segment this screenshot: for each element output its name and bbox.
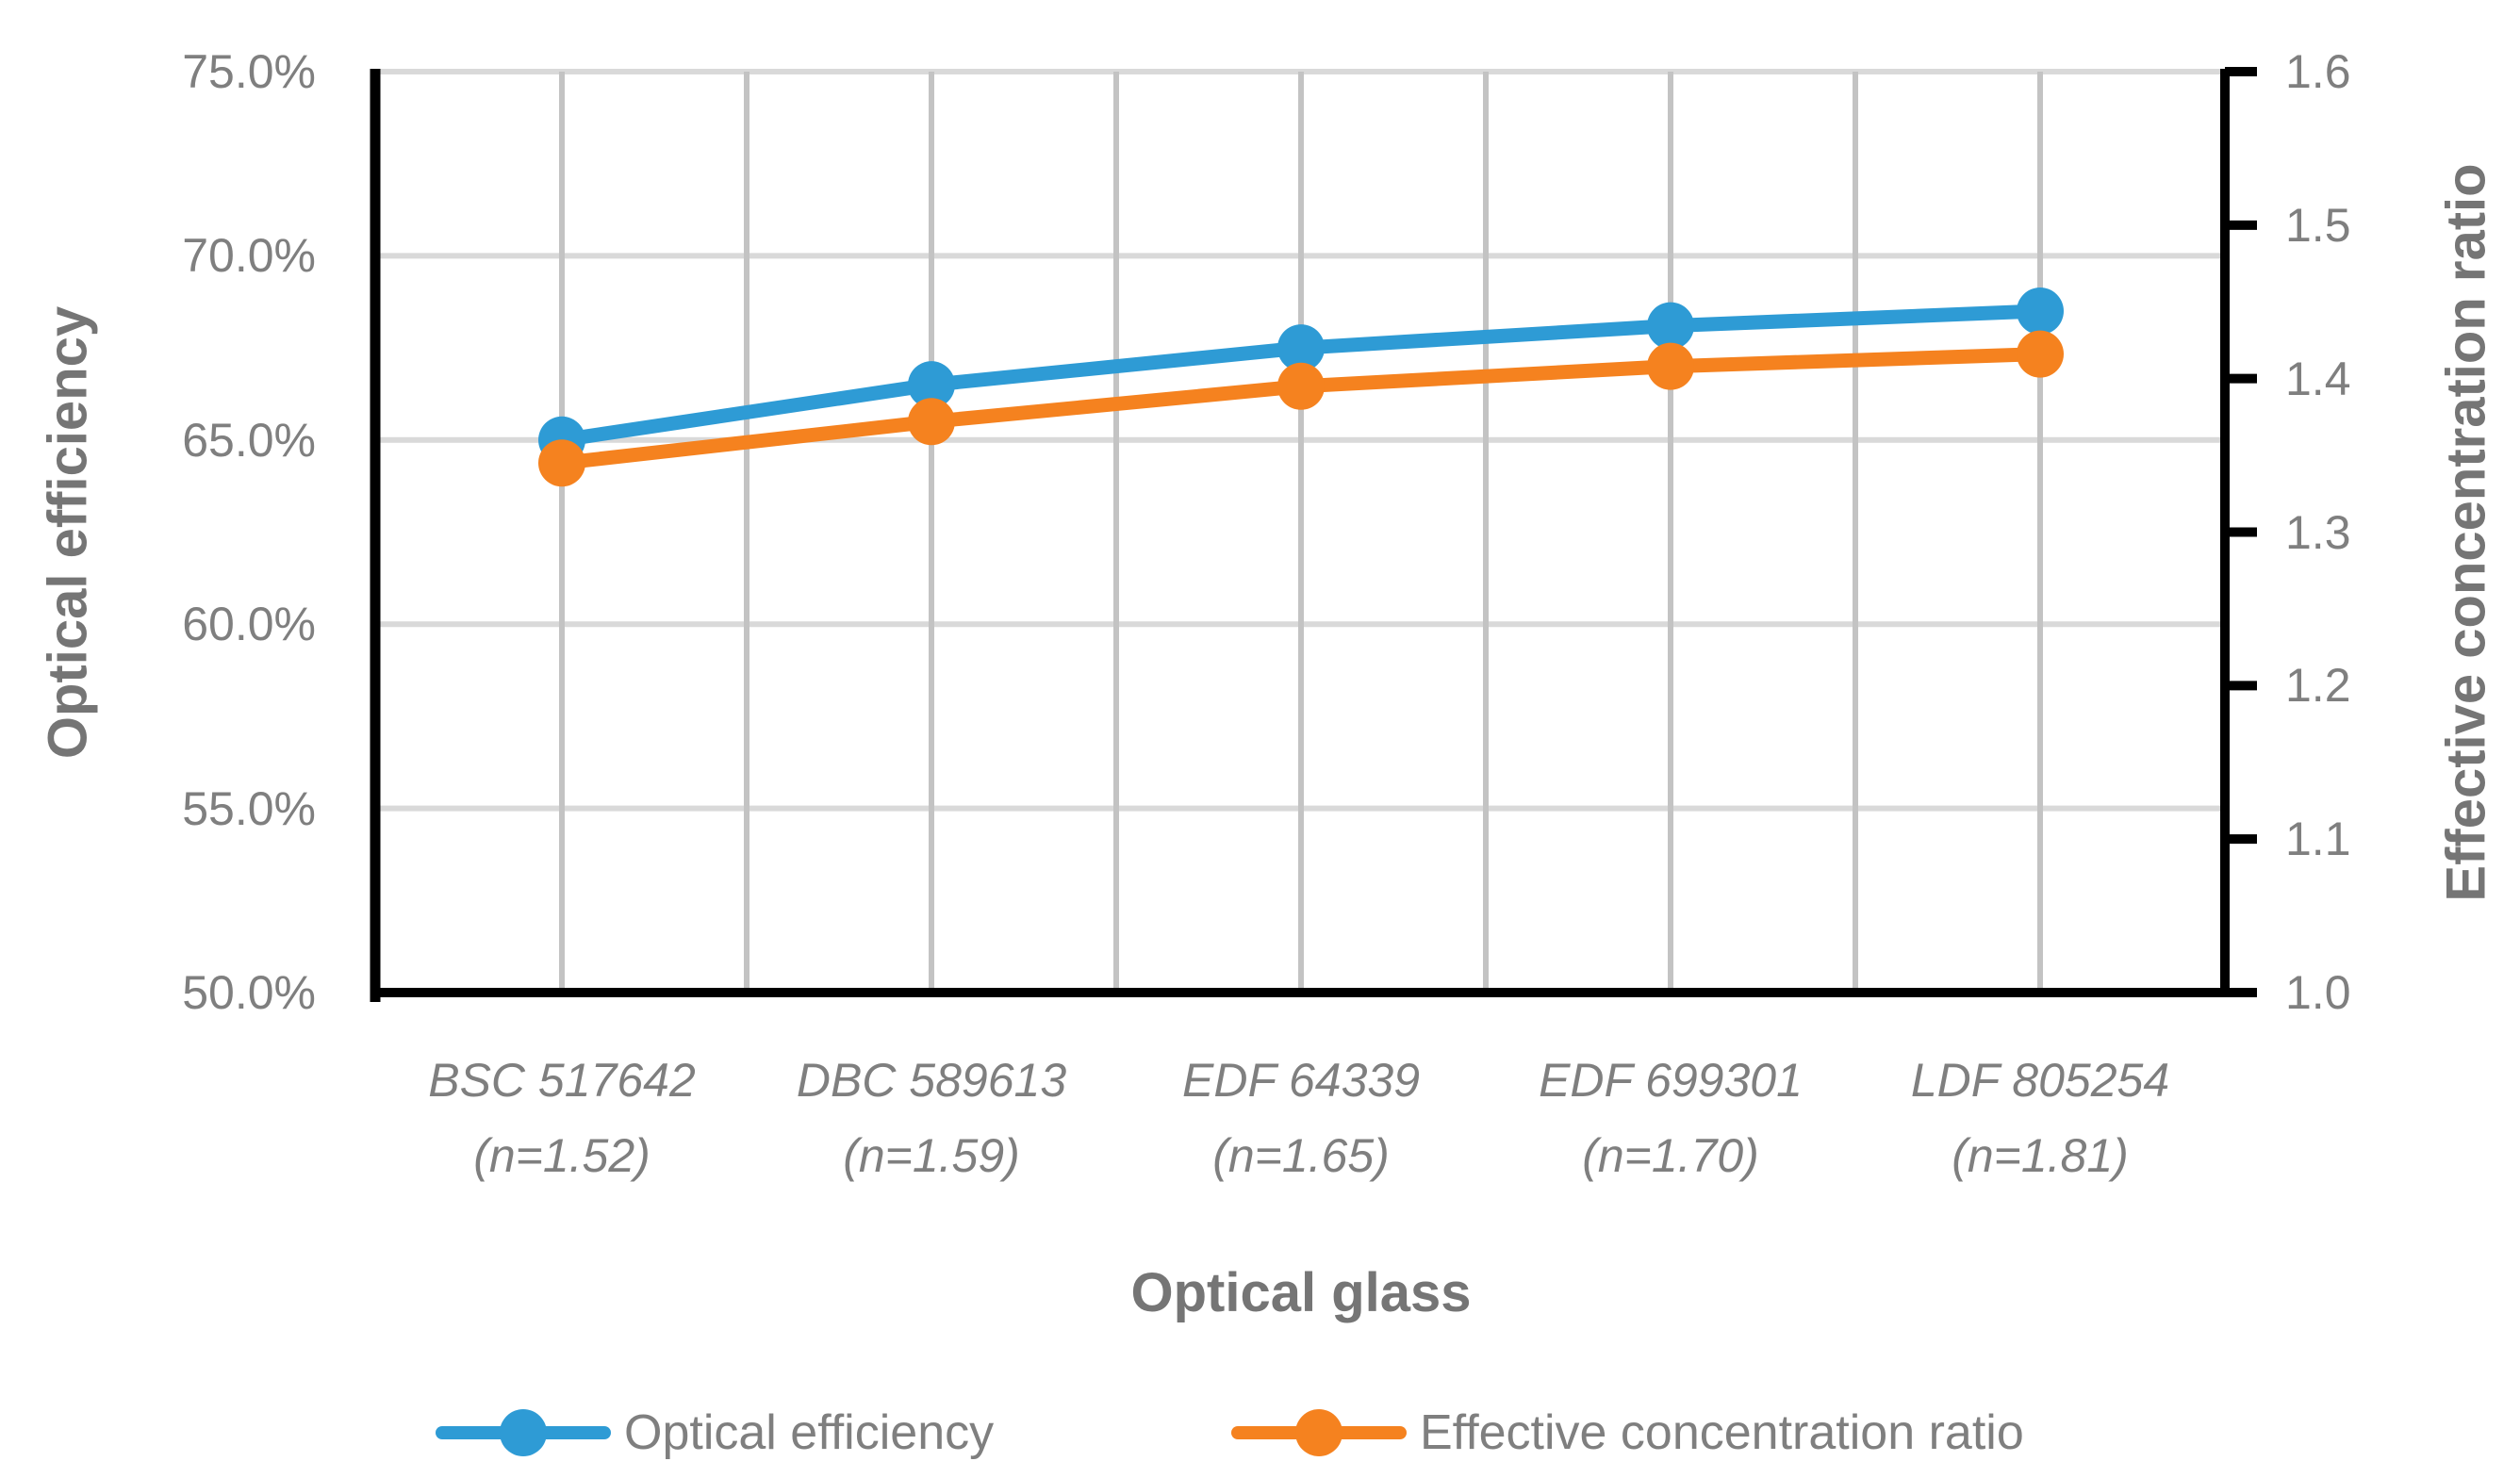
left-axis-title: Optical efficiency bbox=[37, 305, 99, 760]
category-label: EDF 64339 (n=1.65) bbox=[1103, 1043, 1499, 1193]
category-label-name: BSC 517642 bbox=[428, 1054, 696, 1107]
data-point-marker bbox=[1647, 302, 1694, 350]
right-axis-tick-label: 1.0 bbox=[2285, 966, 2351, 1019]
chart-legend: Optical efficiency Effective concentratio… bbox=[0, 1393, 2520, 1472]
data-point-marker bbox=[1277, 324, 1325, 372]
category-label-name: LDF 805254 bbox=[1910, 1054, 2170, 1107]
category-label: DBC 589613 (n=1.59) bbox=[733, 1043, 1129, 1193]
category-label-name: DBC 589613 bbox=[796, 1054, 1067, 1107]
data-point-marker bbox=[2017, 330, 2064, 378]
left-axis-tick-label: 75.0% bbox=[182, 45, 316, 98]
data-point-marker bbox=[908, 398, 955, 446]
category-label-refractive-index: (n=1.59) bbox=[843, 1129, 1020, 1182]
data-point-marker bbox=[2017, 287, 2064, 336]
right-axis-tick-label: 1.2 bbox=[2285, 659, 2351, 713]
right-axis-tick-label: 1.4 bbox=[2285, 352, 2351, 405]
legend-label: Effective concentration ratio bbox=[1420, 1405, 2024, 1460]
category-label-refractive-index: (n=1.81) bbox=[1952, 1129, 2129, 1182]
legend-marker-dot-icon bbox=[1295, 1409, 1342, 1456]
category-label-refractive-index: (n=1.65) bbox=[1212, 1129, 1390, 1182]
data-point-marker bbox=[1647, 342, 1694, 390]
legend-label: Optical efficiency bbox=[624, 1405, 995, 1460]
legend-marker-dot-icon bbox=[500, 1409, 547, 1456]
data-point-marker bbox=[908, 361, 955, 409]
right-axis-tick-label: 1.5 bbox=[2285, 198, 2351, 252]
left-axis-tick-label: 60.0% bbox=[182, 598, 316, 651]
left-axis-tick-label: 50.0% bbox=[182, 966, 316, 1019]
legend-item: Effective concentration ratio bbox=[1231, 1393, 2024, 1472]
legend-marker-icon bbox=[1231, 1409, 1407, 1456]
category-label-refractive-index: (n=1.52) bbox=[473, 1129, 651, 1182]
category-label-name: EDF 64339 bbox=[1181, 1054, 1421, 1107]
right-axis-tick-label: 1.6 bbox=[2285, 45, 2351, 98]
right-axis-tick-label: 1.3 bbox=[2285, 505, 2351, 559]
x-axis-title: Optical glass bbox=[1130, 1262, 1472, 1323]
category-label-name: EDF 699301 bbox=[1539, 1054, 1803, 1107]
category-label-refractive-index: (n=1.70) bbox=[1582, 1129, 1759, 1182]
category-label: EDF 699301 (n=1.70) bbox=[1473, 1043, 1869, 1193]
left-axis-tick-label: 65.0% bbox=[182, 413, 316, 467]
left-axis-tick-label: 55.0% bbox=[182, 781, 316, 835]
category-label: BSC 517642 (n=1.52) bbox=[364, 1043, 760, 1193]
right-axis-title: Effective concentration ratio bbox=[2435, 163, 2497, 902]
category-label: LDF 805254 (n=1.81) bbox=[1842, 1043, 2238, 1193]
legend-marker-icon bbox=[436, 1409, 611, 1456]
left-axis-tick-label: 70.0% bbox=[182, 229, 316, 283]
data-point-marker bbox=[538, 439, 585, 487]
right-axis-tick-label: 1.1 bbox=[2285, 813, 2351, 866]
legend-item: Optical efficiency bbox=[436, 1393, 994, 1472]
data-point-marker bbox=[1277, 362, 1325, 410]
